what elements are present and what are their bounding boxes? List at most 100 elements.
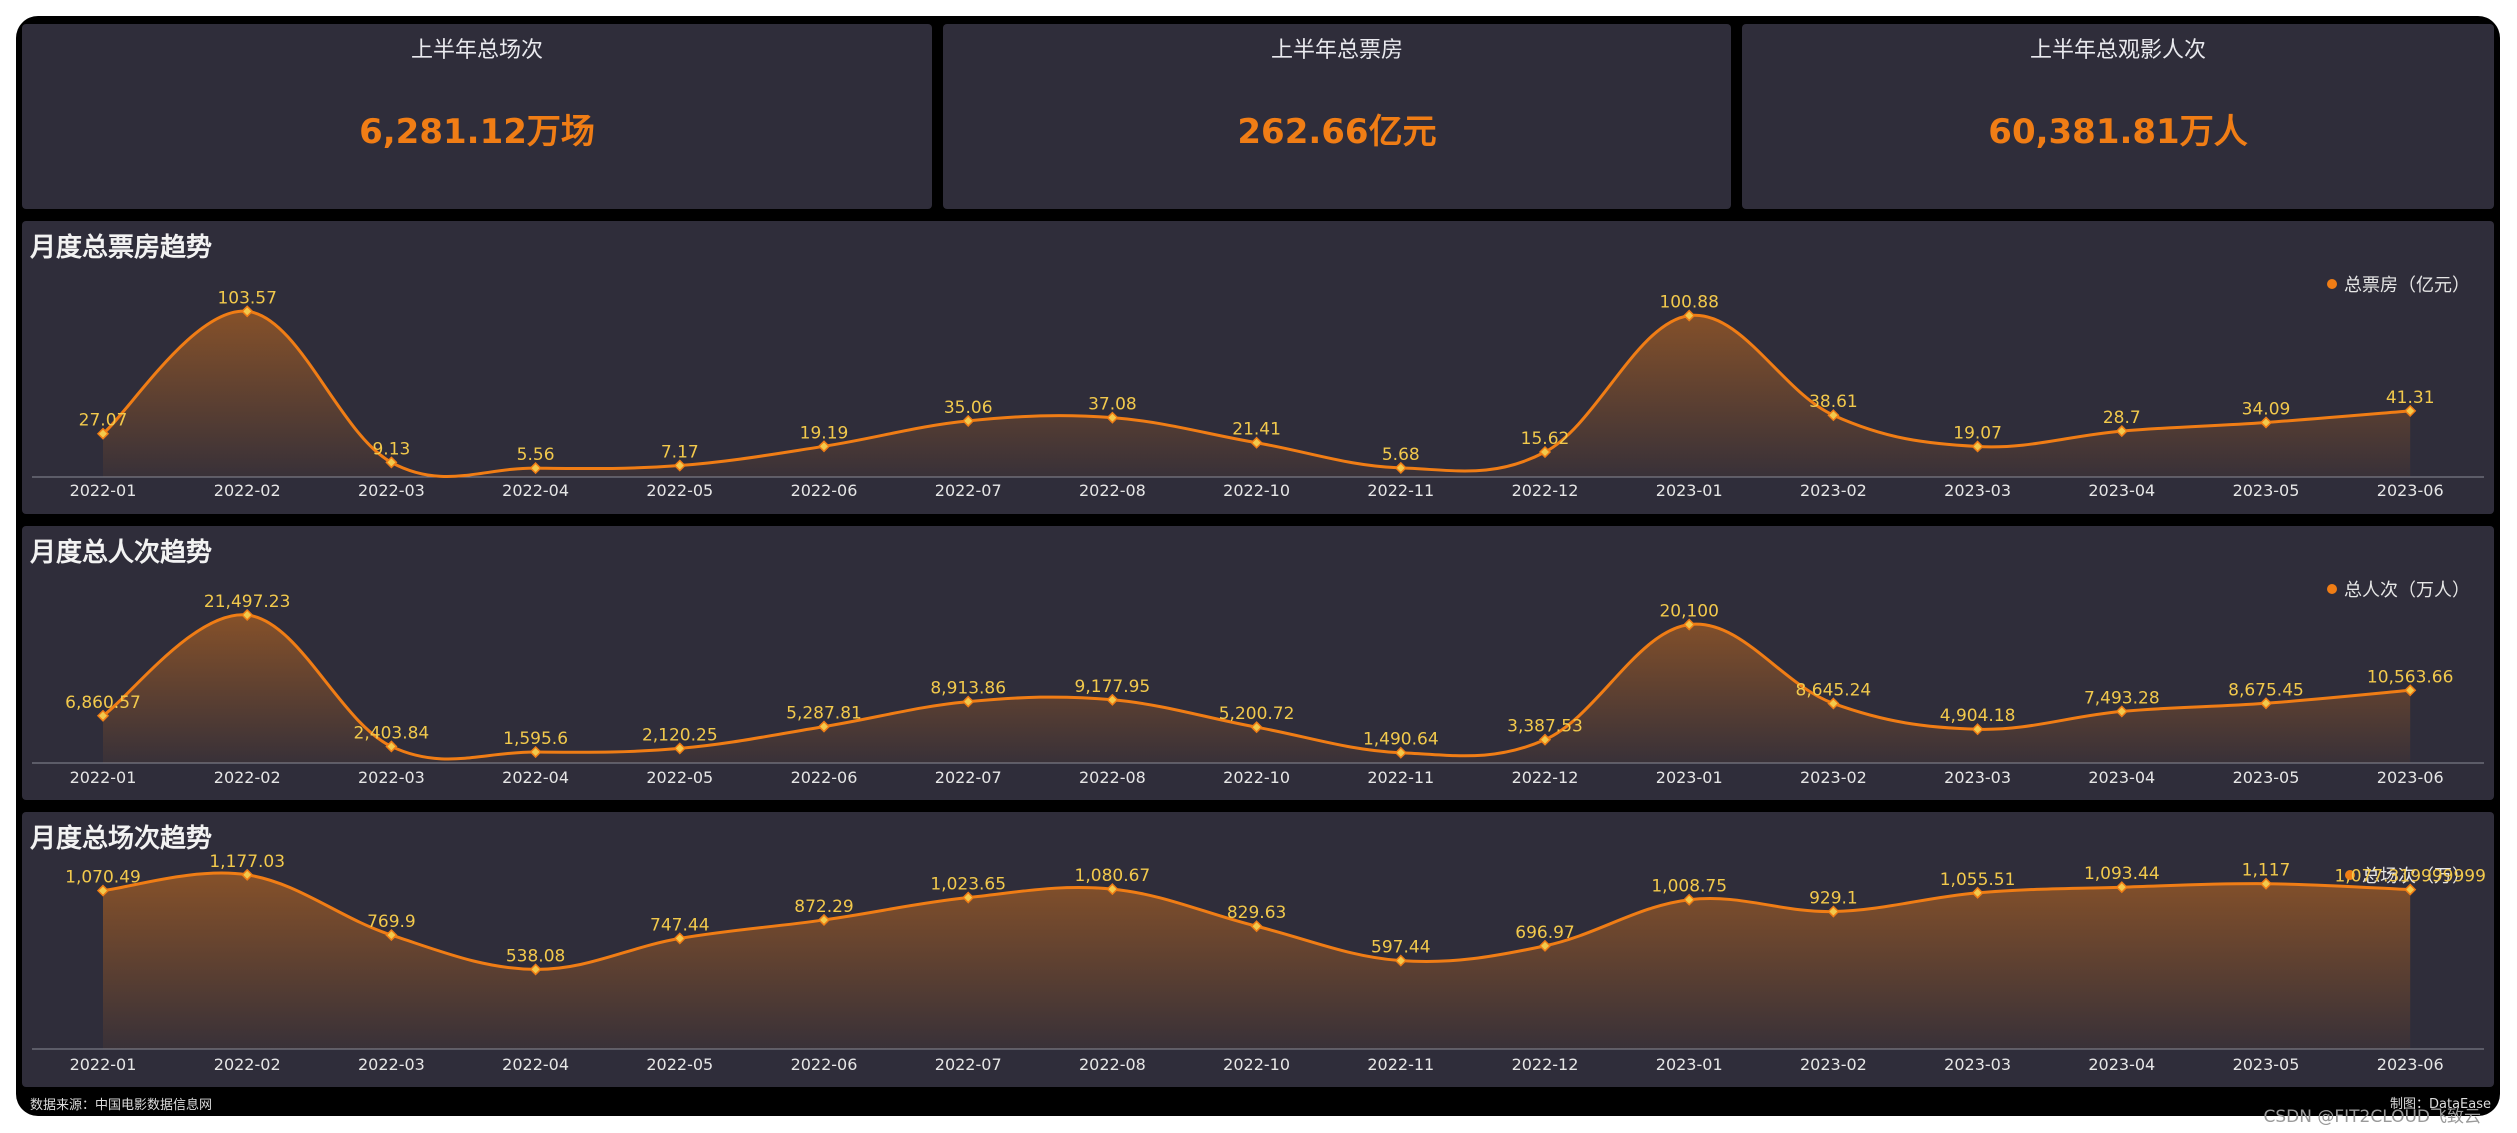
x-tick-label: 2022-05 [646,481,713,500]
data-label: 929.1 [1809,889,1858,909]
data-point[interactable] [1394,746,1407,759]
data-point[interactable] [529,462,542,475]
x-tick-label: 2022-11 [1367,768,1434,787]
data-point[interactable] [241,868,254,881]
x-tick-label: 2023-04 [2088,768,2155,787]
data-label: 1,070.49 [65,868,141,888]
data-point[interactable] [2404,883,2417,896]
data-label: 38.61 [1809,392,1858,412]
data-point[interactable] [1971,723,1984,736]
data-point[interactable] [817,913,831,926]
x-tick-label: 2022-08 [1079,481,1146,500]
data-label: 10,563.66 [2367,667,2454,687]
data-label: 1,077.319999999 [2334,867,2485,887]
data-point[interactable] [529,745,542,759]
data-label: 9,177.95 [1075,677,1151,697]
data-point[interactable] [2404,404,2417,417]
x-tick-label: 2023-06 [2377,481,2444,500]
x-tick-label: 2022-03 [358,768,425,787]
data-point[interactable] [385,929,398,942]
data-point[interactable] [1683,618,1696,631]
data-label: 5.56 [517,445,555,465]
data-point[interactable] [1538,939,1552,952]
x-tick-label: 2022-06 [791,481,858,500]
x-tick-label: 2022-04 [502,481,569,500]
data-point[interactable] [962,695,975,708]
data-point[interactable] [2259,877,2273,890]
x-tick-label: 2022-10 [1223,768,1290,787]
data-label: 35.06 [944,398,993,418]
data-point[interactable] [1250,920,1263,933]
x-tick-label: 2022-07 [935,768,1002,787]
data-point[interactable] [1538,733,1552,746]
data-point[interactable] [2115,881,2128,894]
data-point[interactable] [1394,954,1407,967]
data-point[interactable] [529,963,542,976]
chart-legend[interactable]: 总票房（亿元） [2327,271,2470,297]
data-point[interactable] [2115,705,2128,718]
data-point[interactable] [1683,309,1696,322]
chart-legend[interactable]: 总人次（万人） [2327,576,2470,602]
x-tick-label: 2022-07 [935,1055,1002,1074]
x-tick-label: 2023-05 [2233,768,2300,787]
kpi-title: 上半年总场次 [410,38,543,63]
data-point[interactable] [96,884,110,897]
data-label: 21,497.23 [204,592,291,612]
data-point[interactable] [962,414,975,427]
data-point[interactable] [96,427,110,440]
data-point[interactable] [1827,697,1840,710]
x-tick-label: 2023-02 [1800,481,1867,500]
data-point[interactable] [673,459,686,472]
data-label: 1,117 [2242,861,2291,881]
data-point[interactable] [817,720,831,733]
data-point[interactable] [1250,721,1263,734]
data-label: 19.19 [800,423,849,443]
x-tick-label: 2022-11 [1367,1055,1434,1074]
x-tick-label: 2022-02 [214,768,281,787]
data-label: 6,860.57 [65,693,141,713]
data-label: 1,023.65 [930,875,1006,895]
data-point[interactable] [1971,440,1984,453]
x-tick-label: 2022-08 [1079,768,1146,787]
data-label: 597.44 [1371,938,1430,958]
kpi-card-total-screenings: 上半年总场次 6,281.12万场 [22,24,932,209]
data-point[interactable] [1683,893,1696,906]
data-point[interactable] [1538,445,1552,459]
x-tick-label: 2023-03 [1944,481,2011,500]
data-point[interactable] [1827,409,1840,422]
data-point[interactable] [673,742,686,755]
x-tick-label: 2022-05 [646,768,713,787]
data-point[interactable] [2404,684,2417,697]
data-point[interactable] [2115,425,2128,438]
x-tick-label: 2023-03 [1944,768,2011,787]
x-tick-label: 2023-03 [1944,1055,2011,1074]
data-label: 769.9 [367,912,416,932]
data-point[interactable] [1106,693,1119,706]
x-tick-label: 2022-12 [1512,1055,1579,1074]
data-label: 103.57 [217,288,276,308]
x-tick-label: 2022-06 [791,768,858,787]
data-point[interactable] [962,891,975,904]
data-point[interactable] [241,305,254,318]
x-tick-label: 2022-01 [70,1055,137,1074]
data-label: 1,177.03 [209,852,285,872]
data-point[interactable] [385,456,398,469]
x-tick-label: 2022-10 [1223,481,1290,500]
legend-dot-icon [2327,279,2337,289]
data-point[interactable] [673,932,686,945]
data-point[interactable] [241,608,254,622]
x-tick-label: 2022-03 [358,481,425,500]
chart-legend[interactable]: 总场次（万） [2345,862,2470,888]
x-tick-label: 2022-04 [502,768,569,787]
data-point[interactable] [385,740,398,753]
data-point[interactable] [817,440,831,453]
data-point[interactable] [2259,697,2273,710]
data-point[interactable] [1250,436,1263,449]
data-point[interactable] [1106,883,1119,896]
data-point[interactable] [1827,905,1840,918]
data-point[interactable] [2259,416,2273,429]
data-point[interactable] [1394,461,1407,474]
data-point[interactable] [1971,886,1984,899]
data-point[interactable] [96,709,110,722]
data-point[interactable] [1106,411,1119,424]
